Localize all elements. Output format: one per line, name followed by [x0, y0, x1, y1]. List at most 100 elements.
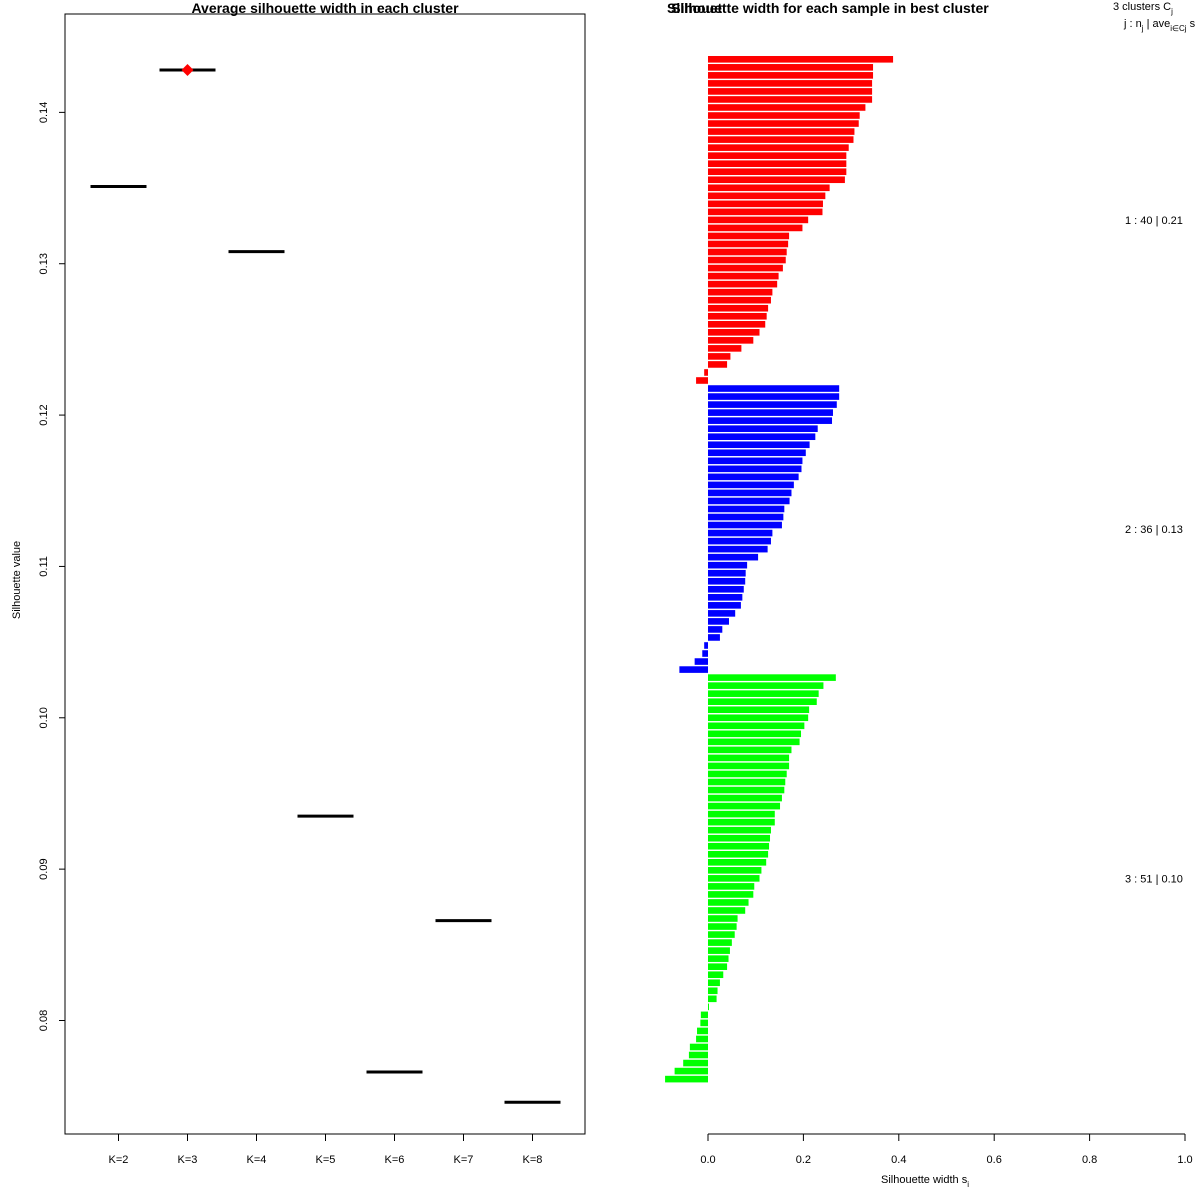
- silhouette-bar-cluster-1: [708, 160, 847, 167]
- silhouette-bar-cluster-1: [708, 248, 787, 256]
- silhouette-bar-cluster-2: [708, 465, 802, 473]
- silhouette-bar-cluster-3: [708, 907, 746, 914]
- silhouette-bar-cluster-2: [708, 505, 785, 513]
- silhouette-bar-cluster-2: [708, 529, 773, 537]
- silhouette-bar-cluster-3: [665, 1075, 708, 1083]
- silhouette-bar-cluster-3: [708, 690, 819, 697]
- left-x-tick-label: K=2: [109, 1154, 129, 1166]
- silhouette-bar-cluster-1: [708, 312, 767, 320]
- silhouette-bar-cluster-3: [708, 850, 769, 858]
- silhouette-bar-cluster-3: [708, 754, 790, 762]
- silhouette-bar-cluster-1: [708, 144, 849, 151]
- silhouette-bar-cluster-2: [708, 457, 803, 465]
- silhouette-bar-cluster-3: [708, 674, 836, 681]
- silhouette-bar-cluster-2: [708, 449, 806, 457]
- right-bars: [665, 56, 894, 1083]
- silhouette-bar-cluster-1: [708, 232, 790, 240]
- silhouette-bar-cluster-1: [708, 208, 823, 216]
- silhouette-bar-cluster-2: [708, 602, 741, 609]
- silhouette-bar-cluster-3: [689, 1043, 708, 1051]
- silhouette-bar-cluster-3: [708, 802, 781, 810]
- silhouette-bar-cluster-3: [674, 1067, 708, 1075]
- legend-header-line1: 3 clusters Cj: [1113, 1, 1173, 16]
- right-x-tick-label: 0.6: [987, 1154, 1002, 1166]
- silhouette-bar-cluster-1: [708, 272, 779, 280]
- silhouette-bar-cluster-1: [708, 56, 894, 63]
- silhouette-bar-cluster-2: [694, 658, 708, 665]
- left-chart-title: Average silhouette width in each cluster: [191, 0, 459, 16]
- best-k-marker: [181, 64, 194, 76]
- silhouette-bar-cluster-1: [708, 353, 731, 360]
- silhouette-bar-cluster-3: [708, 682, 824, 689]
- silhouette-bar-cluster-1: [708, 216, 809, 224]
- silhouette-bar-cluster-2: [708, 577, 746, 585]
- cluster-labels: 1 : 40 | 0.21 2 : 36 | 0.13 3 : 51 | 0.10: [1125, 215, 1183, 885]
- right-x-tick-label: 0.8: [1082, 1154, 1097, 1166]
- silhouette-bar-cluster-3: [700, 1011, 708, 1019]
- right-x-tick-label: 0.0: [700, 1154, 715, 1166]
- silhouette-bar-cluster-2: [708, 409, 833, 416]
- silhouette-bar-cluster-2: [708, 385, 840, 392]
- silhouette-bar-cluster-3: [708, 746, 792, 754]
- left-x-tick-label: K=6: [385, 1154, 405, 1166]
- silhouette-bar-cluster-3: [708, 826, 771, 834]
- silhouette-bar-cluster-2: [704, 642, 708, 649]
- silhouette-bar-cluster-3: [708, 730, 802, 738]
- silhouette-bar-cluster-1: [708, 224, 803, 232]
- silhouette-bar-cluster-3: [708, 995, 717, 1003]
- silhouette-bar-cluster-3: [708, 706, 810, 714]
- silhouette-bar-cluster-1: [708, 192, 826, 200]
- silhouette-bar-cluster-2: [708, 545, 768, 553]
- left-x-axis: K=2 K=3 K=4 K=5 K=6 K=7 K=8: [109, 1133, 542, 1166]
- silhouette-bar-cluster-1: [708, 128, 855, 135]
- left-chart: Average silhouette width in each cluster…: [11, 0, 586, 1166]
- silhouette-bar-cluster-2: [708, 481, 794, 489]
- silhouette-bar-cluster-3: [708, 1003, 709, 1011]
- legend-header-line2: j : nj | avei∈Cj s: [1123, 18, 1196, 33]
- silhouette-bar-cluster-2: [708, 626, 723, 633]
- silhouette-bar-cluster-3: [708, 738, 800, 746]
- legend-header: 3 clusters Cj j : nj | avei∈Cj s: [1113, 1, 1196, 33]
- silhouette-bar-cluster-3: [708, 762, 790, 770]
- silhouette-bar-cluster-2: [708, 594, 743, 601]
- silhouette-bar-cluster-2: [708, 537, 771, 545]
- silhouette-bar-cluster-3: [683, 1059, 708, 1067]
- left-y-axis: 0.08 0.09 0.10 0.11 0.12 0.13 0.14: [38, 102, 65, 1031]
- silhouette-bar-cluster-3: [708, 834, 771, 842]
- silhouette-bar-cluster-3: [708, 722, 805, 730]
- silhouette-bar-cluster-1: [708, 104, 866, 111]
- right-chart-stray-label: Silhouet: [667, 0, 723, 16]
- right-x-tick-label: 1.0: [1177, 1154, 1192, 1166]
- silhouette-bar-cluster-2: [708, 610, 736, 617]
- silhouette-bar-cluster-1: [696, 377, 708, 384]
- left-x-tick-label: K=7: [454, 1154, 474, 1166]
- silhouette-bar-cluster-3: [708, 883, 755, 890]
- right-x-tick-label: 0.4: [891, 1154, 906, 1166]
- silhouette-bar-cluster-1: [708, 112, 860, 119]
- left-y-tick-label: 0.10: [38, 707, 50, 728]
- silhouette-bar-cluster-2: [708, 634, 720, 641]
- silhouette-bar-cluster-1: [708, 136, 854, 143]
- silhouette-bar-cluster-2: [708, 441, 810, 449]
- silhouette-bar-cluster-3: [708, 818, 775, 826]
- silhouette-bar-cluster-1: [708, 200, 823, 208]
- silhouette-bar-cluster-3: [708, 923, 737, 930]
- silhouette-bar-cluster-1: [708, 168, 847, 176]
- silhouette-bar-cluster-3: [708, 891, 754, 898]
- right-x-axis-label: Silhouette width si: [881, 1174, 969, 1189]
- silhouette-bar-cluster-1: [708, 304, 769, 312]
- silhouette-bar-cluster-1: [708, 361, 728, 368]
- silhouette-bar-cluster-1: [708, 96, 873, 103]
- silhouette-bar-cluster-3: [708, 867, 762, 874]
- silhouette-bar-cluster-3: [708, 947, 730, 954]
- silhouette-bar-cluster-2: [708, 561, 748, 569]
- left-y-tick-label: 0.13: [38, 253, 50, 274]
- silhouette-bar-cluster-2: [708, 618, 729, 625]
- silhouette-bar-cluster-2: [708, 473, 799, 481]
- silhouette-bar-cluster-3: [708, 955, 729, 962]
- silhouette-bar-cluster-2: [708, 417, 833, 424]
- silhouette-bar-cluster-1: [708, 288, 773, 296]
- silhouette-bar-cluster-2: [708, 425, 818, 432]
- silhouette-bar-cluster-2: [708, 393, 840, 400]
